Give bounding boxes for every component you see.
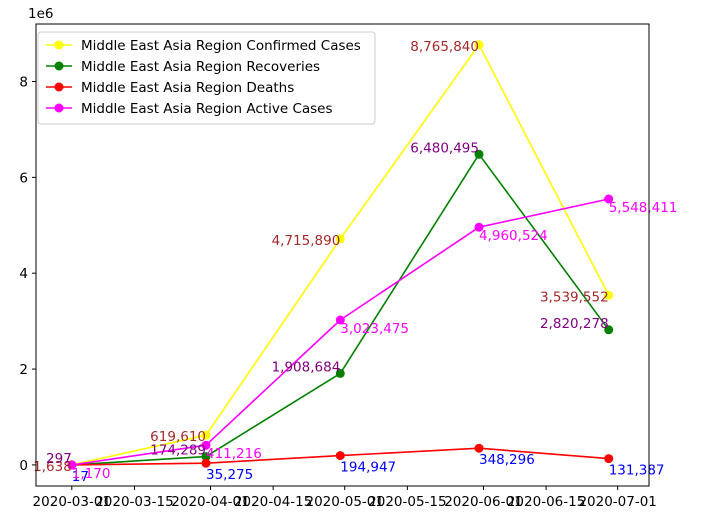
series-1-point-3: [474, 149, 484, 159]
data-label: 3,023,475: [340, 321, 409, 337]
series-0-point-3: [474, 40, 484, 50]
series-0-point-2: [335, 234, 345, 244]
data-label: 17: [72, 469, 89, 485]
legend-marker-1: [54, 61, 64, 71]
legend-label: Middle East Asia Region Active Cases: [81, 101, 333, 117]
data-label: 5,548,411: [609, 200, 678, 216]
y-tick-label: 6: [19, 170, 28, 186]
legend-marker-3: [54, 103, 64, 113]
legend-marker-2: [54, 82, 64, 92]
series-2-point-2: [335, 451, 345, 461]
data-label: 6,480,495: [410, 140, 479, 156]
legend-label: Middle East Asia Region Deaths: [81, 80, 294, 96]
data-label: 174,289: [150, 443, 206, 459]
data-label: 4,715,890: [272, 233, 341, 249]
x-tick-label: 2020-07-01: [578, 494, 656, 510]
legend-box: [37, 31, 376, 125]
legend-label: Middle East Asia Region Confirmed Cases: [81, 38, 361, 54]
data-label-layer: 1,638 619,610 4,715,890 8,765,840 3,539,552 2…: [33, 39, 677, 485]
series-1-point-4: [604, 325, 614, 335]
x-tick-label: 2020-06-01: [444, 494, 522, 510]
data-label: 4,960,524: [479, 228, 548, 244]
series-2-point-3: [474, 443, 484, 453]
series-2-point-1: [201, 458, 211, 468]
x-tick-label: 2020-05-15: [368, 494, 446, 510]
y-tick-label: 0: [19, 458, 28, 474]
data-label: 35,275: [206, 467, 253, 483]
series-2-point-4: [604, 454, 614, 464]
legend-marker-0: [54, 40, 64, 50]
axes-layer: 024681e62020-03-012020-03-152020-04-0120…: [19, 6, 657, 510]
y-tick-label: 4: [19, 266, 28, 282]
x-tick-label: 2020-04-01: [171, 494, 249, 510]
data-label: 3,539,552: [540, 289, 609, 305]
data-label: 131,387: [609, 463, 665, 479]
series-3-point-3: [474, 222, 484, 232]
y-tick-label: 8: [19, 75, 28, 91]
data-label: 1,170: [72, 466, 111, 482]
data-label: 297: [46, 451, 72, 467]
legend-label: Middle East Asia Region Recoveries: [81, 59, 320, 75]
x-tick-label: 2020-03-15: [95, 494, 173, 510]
data-label: 8,765,840: [410, 39, 479, 55]
y-tick-label: 2: [19, 362, 28, 378]
data-label: 2,820,278: [540, 316, 609, 332]
series-layer: [67, 40, 614, 470]
x-tick-label: 2020-05-01: [306, 494, 384, 510]
series-3-point-0: [67, 460, 77, 470]
data-label: 411,216: [206, 446, 262, 462]
y-offset-label: 1e6: [28, 6, 53, 22]
series-0-point-4: [604, 290, 614, 300]
x-tick-label: 2020-03-01: [33, 494, 111, 510]
series-3-point-1: [201, 440, 211, 450]
series-1-point-1: [201, 452, 211, 462]
data-label: 348,296: [479, 452, 535, 468]
legend: Middle East Asia Region Confirmed Cases M…: [37, 31, 376, 125]
series-0-point-1: [201, 430, 211, 440]
data-label: 1,908,684: [272, 359, 341, 375]
x-tick-label: 2020-04-15: [234, 494, 312, 510]
series-1-point-2: [335, 368, 345, 378]
series-3-point-2: [335, 315, 345, 325]
x-tick-label: 2020-06-15: [507, 494, 585, 510]
data-label: 194,947: [340, 460, 396, 476]
data-label: 1,638: [33, 459, 72, 475]
axes-frame: [35, 23, 650, 487]
data-label: 619,610: [150, 429, 206, 445]
series-3-point-4: [604, 194, 614, 204]
